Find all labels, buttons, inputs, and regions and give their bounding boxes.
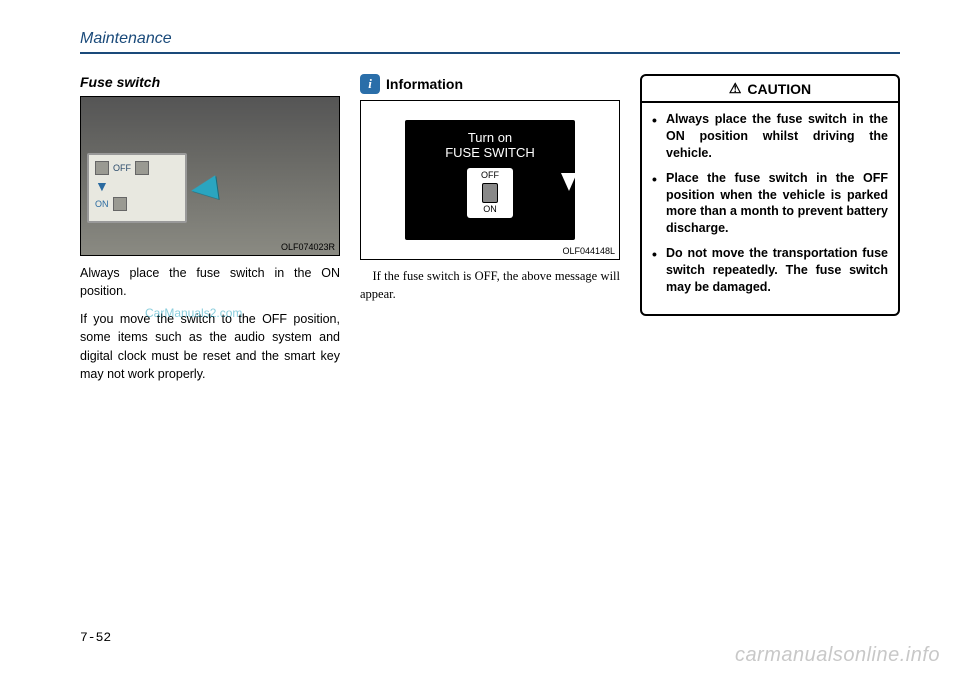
lcd-line-2: FUSE SWITCH [405, 145, 575, 160]
page-number: 7-52 [80, 630, 111, 645]
caution-item-1: Always place the fuse switch in the ON p… [652, 111, 888, 162]
image-code-1: OLF074023R [281, 242, 335, 252]
caution-header: ⚠ CAUTION [642, 76, 898, 103]
column-2: i Information Turn on FUSE SWITCH OFF ON… [360, 74, 620, 393]
pointer-arrow-icon [189, 175, 218, 202]
column-3: ⚠ CAUTION Always place the fuse switch i… [640, 74, 900, 393]
caution-item-2: Place the fuse switch in the OFF positio… [652, 170, 888, 238]
lcd-off-label: OFF [467, 171, 513, 181]
lcd-on-label: ON [467, 205, 513, 215]
warning-triangle-icon: ⚠ [729, 80, 742, 97]
lcd-message-image: Turn on FUSE SWITCH OFF ON OLF044148L [360, 100, 620, 260]
content-columns: Fuse switch OFF ▼ ON [80, 74, 900, 393]
caution-item-3: Do not move the transportation fuse swit… [652, 245, 888, 296]
information-header: i Information [360, 74, 620, 94]
down-arrow-icon: ▼ [95, 181, 109, 191]
caution-title: CAUTION [747, 81, 811, 97]
caution-box: ⚠ CAUTION Always place the fuse switch i… [640, 74, 900, 316]
para-on-position: Always place the fuse switch in the ON p… [80, 264, 340, 300]
para-off-effects: If you move the switch to the OFF positi… [80, 310, 340, 383]
fuse-switch-inset: OFF ▼ ON [87, 153, 187, 223]
lcd-screen: Turn on FUSE SWITCH OFF ON [405, 120, 575, 240]
image-code-2: OLF044148L [562, 246, 615, 256]
fuse-switch-heading: Fuse switch [80, 74, 340, 90]
information-title: Information [386, 76, 463, 92]
down-arrow-white-icon [561, 173, 577, 191]
watermark-footer: carmanualsonline.info [735, 644, 940, 667]
info-icon: i [360, 74, 380, 94]
info-paragraph: If the fuse switch is OFF, the above mes… [360, 268, 620, 303]
manual-page: Maintenance Fuse switch OFF ▼ ON [0, 0, 960, 413]
fuse-switch-photo: OFF ▼ ON OLF074023R [80, 96, 340, 256]
page-header: Maintenance [80, 30, 900, 54]
section-title: Maintenance [80, 30, 900, 48]
lcd-line-1: Turn on [405, 130, 575, 145]
caution-body: Always place the fuse switch in the ON p… [642, 103, 898, 314]
inset-on-label: ON [95, 199, 109, 209]
lcd-switch-graphic: OFF ON [467, 168, 513, 218]
inset-off-label: OFF [113, 163, 131, 173]
column-1: Fuse switch OFF ▼ ON [80, 74, 340, 393]
